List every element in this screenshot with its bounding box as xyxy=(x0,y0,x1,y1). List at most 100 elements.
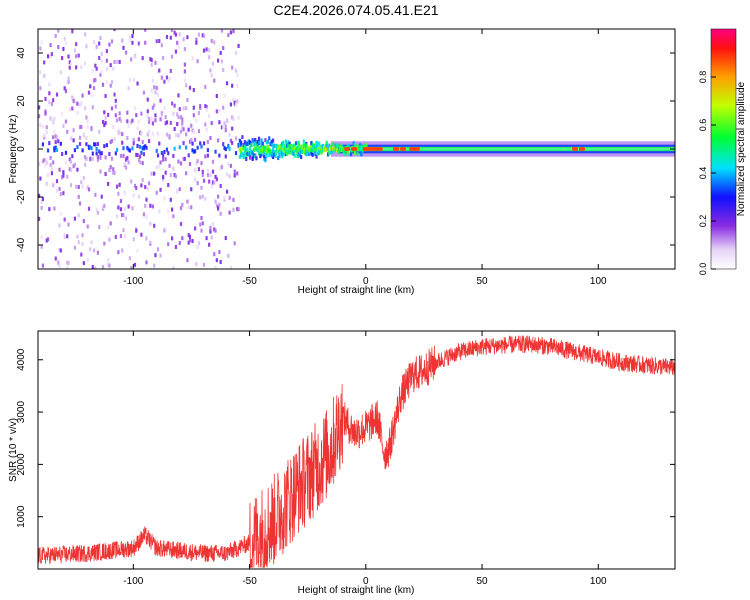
spectrogram-cell xyxy=(273,152,276,157)
spectrogram-cell xyxy=(339,147,342,152)
spectrogram-cell xyxy=(315,140,318,145)
spectrogram-cell xyxy=(251,150,254,155)
spectrogram-cell xyxy=(202,141,206,146)
spectrogram-cell xyxy=(122,153,125,158)
spectrogram-cell xyxy=(195,118,198,123)
spectrogram-cell xyxy=(211,159,215,164)
spectrogram-cell xyxy=(39,123,42,128)
spectrogram-cell xyxy=(333,145,336,150)
spectrogram-cell xyxy=(81,184,84,189)
spectrogram-cell xyxy=(214,199,217,204)
spectrogram-cell xyxy=(173,173,176,178)
spectrogram-cell xyxy=(48,100,51,105)
spectrogram-cell xyxy=(335,143,339,148)
spectrogram-cell xyxy=(333,148,336,153)
spectrogram-cell xyxy=(305,143,308,148)
spectrogram-cell xyxy=(68,167,71,172)
spectrogram-cell xyxy=(274,150,277,155)
spectrogram-cell xyxy=(50,171,53,176)
spectrogram-cell xyxy=(131,118,134,123)
spectrogram-cell xyxy=(193,177,197,182)
spectrogram-cell xyxy=(178,241,181,246)
spectrogram-cell xyxy=(107,258,110,263)
spectrogram-cell xyxy=(311,152,314,157)
spectrogram-cell xyxy=(234,68,238,73)
spectrogram-cell xyxy=(178,145,181,150)
spectrogram-cell xyxy=(208,242,211,247)
spectrogram-cell xyxy=(215,94,218,99)
spectrogram-cell xyxy=(280,154,284,159)
spectrogram-cell xyxy=(62,124,65,129)
spectrogram-cell xyxy=(197,129,201,134)
spectrogram-cell xyxy=(91,105,94,110)
colorbar-ticks: 0.0 0.2 0.4 0.6 0.8 xyxy=(698,71,716,275)
spectrogram-cell xyxy=(76,234,79,239)
spectrogram-cell xyxy=(124,157,128,162)
spectrogram-cell xyxy=(182,156,185,161)
spectrogram-cell xyxy=(170,101,174,106)
spectrogram-cell xyxy=(217,205,220,210)
spectrogram-cell xyxy=(190,138,193,143)
spectrogram-cell xyxy=(45,125,48,130)
spectrogram-cell xyxy=(91,156,94,161)
spectrogram-cell xyxy=(319,146,322,151)
spectrogram-cell xyxy=(130,179,133,184)
spectrogram-cell xyxy=(75,42,78,47)
spectrogram-cell xyxy=(53,116,56,121)
spectrogram-cell xyxy=(186,129,189,134)
spectrogram-cell xyxy=(78,135,82,140)
spectrogram-cell xyxy=(44,158,47,163)
spectrogram-cell xyxy=(121,248,124,253)
spectrogram-cell xyxy=(112,125,115,130)
spectrogram-cell xyxy=(202,34,206,39)
spectrogram-cell xyxy=(169,120,172,125)
spectrogram-cell xyxy=(50,116,53,121)
spectrogram-cell xyxy=(188,238,192,243)
spectrogram-hot-spot xyxy=(572,147,579,151)
spectrogram-cell xyxy=(266,147,270,152)
spectrogram-cell xyxy=(68,60,71,65)
spectrogram-cell xyxy=(78,103,82,108)
spectrogram-cell xyxy=(241,151,244,156)
spectrogram-cell xyxy=(77,213,80,218)
spectrogram-cell xyxy=(349,148,353,153)
spectrogram-cell xyxy=(165,75,169,80)
spectrogram-cell xyxy=(200,144,203,149)
spectrogram-cell xyxy=(71,154,74,159)
x-tick-label: -100 xyxy=(123,576,143,587)
spectrogram-cell xyxy=(156,92,160,97)
spectrogram-cell xyxy=(43,73,46,78)
spectrogram-cell xyxy=(209,173,212,178)
spectrogram-hot-spot xyxy=(409,147,416,151)
spectrogram-cell xyxy=(112,66,115,71)
spectrogram-cell xyxy=(130,265,133,269)
spectrogram-cell xyxy=(115,214,119,219)
spectrogram-cell xyxy=(264,138,267,143)
spectrogram-cell xyxy=(103,203,106,208)
spectrogram-cell xyxy=(278,149,281,154)
y-tick-label: 2000 xyxy=(16,453,27,476)
spectrogram-cell xyxy=(54,140,57,145)
spectrogram-cell xyxy=(55,188,59,193)
spectrogram-cell xyxy=(219,184,222,189)
spectrogram-cell xyxy=(210,38,213,43)
spectrogram-cell xyxy=(45,181,48,186)
spectrogram-cell xyxy=(330,147,334,152)
snr-plot-area xyxy=(38,331,675,569)
spectrogram-cell xyxy=(54,134,57,139)
spectrogram-cell xyxy=(127,147,130,152)
spectrogram-cell xyxy=(142,152,146,157)
spectrogram-cell xyxy=(195,37,198,42)
spectrogram-cell xyxy=(270,139,273,144)
spectrogram-cell xyxy=(291,147,294,152)
spectrogram-cell xyxy=(54,33,57,38)
y-tick-label: 40 xyxy=(16,47,27,59)
spectrogram-cell xyxy=(177,115,180,120)
spectrogram-cell xyxy=(55,92,59,97)
spectrogram-cell xyxy=(165,120,169,125)
x-tick-label: 0 xyxy=(363,276,369,287)
spectrogram-cell xyxy=(131,206,134,211)
spectrogram-cell xyxy=(73,148,77,153)
x-tick-label: 50 xyxy=(476,276,488,287)
spectrogram-cell xyxy=(118,130,121,135)
